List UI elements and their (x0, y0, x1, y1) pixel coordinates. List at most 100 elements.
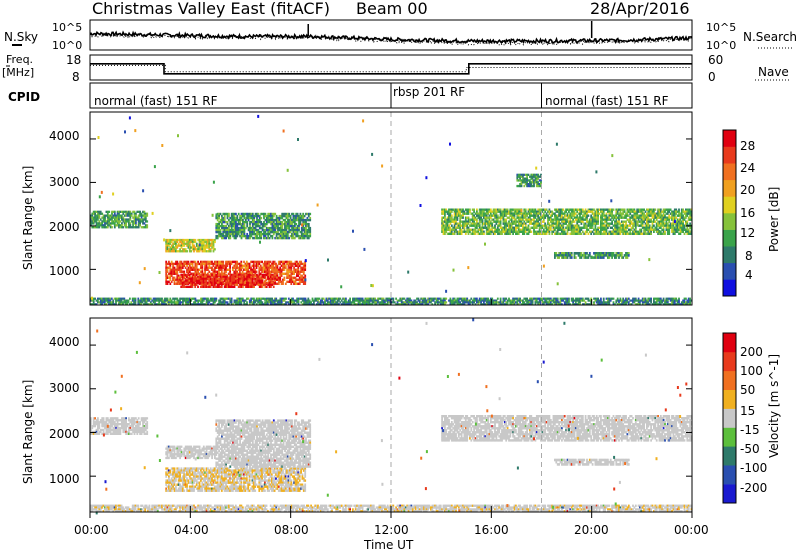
power-cell (135, 212, 137, 215)
power-cell (509, 208, 512, 211)
power-cell (540, 218, 542, 221)
power-cell (282, 278, 284, 281)
power-cell (240, 273, 243, 277)
power-cell (105, 210, 108, 213)
power-cell (208, 262, 211, 266)
power-cell (494, 224, 496, 227)
power-cell (272, 277, 275, 281)
power-cell (274, 212, 277, 216)
power-cell (215, 299, 218, 302)
power-cell (456, 224, 459, 227)
power-cell (455, 214, 457, 217)
power-cell (229, 232, 232, 236)
power-cell (473, 222, 475, 225)
power-cell (218, 224, 220, 228)
power-cell (502, 226, 505, 229)
noise-series-1 (89, 32, 693, 47)
power-cell (165, 260, 168, 264)
power-cell (240, 264, 243, 267)
power-cell (478, 222, 481, 225)
power-cell (242, 212, 244, 216)
power-cell (95, 218, 98, 221)
power-cell (503, 214, 506, 217)
power-cell (236, 232, 239, 236)
power-cell (221, 232, 223, 236)
power-cell (200, 266, 202, 269)
power-cell (137, 210, 140, 213)
power-cell (194, 270, 197, 273)
power-cell (471, 214, 474, 217)
power-cell (296, 272, 298, 275)
power-cell (233, 218, 236, 222)
power-cell (300, 278, 302, 281)
power-cell (228, 285, 230, 288)
power-cell (201, 240, 204, 244)
power-cell (116, 216, 119, 219)
power-cell (499, 214, 502, 217)
power-cell (220, 262, 223, 266)
power-cell (290, 276, 293, 279)
power-cell (271, 275, 274, 279)
power-cell (296, 260, 298, 264)
power-cell (287, 262, 290, 266)
power-cell (487, 224, 489, 227)
power-cell (136, 210, 139, 213)
power-cell (213, 262, 216, 266)
power-cell (257, 228, 260, 232)
power-cell (275, 226, 278, 230)
power-cell (460, 210, 463, 213)
power-cell (284, 232, 286, 236)
power-cell (139, 212, 141, 215)
power-cell (182, 244, 184, 247)
power-cell (538, 218, 541, 221)
power-cell (218, 268, 220, 271)
power-cell (268, 260, 270, 264)
power-cell (132, 210, 134, 213)
power-cell (446, 228, 449, 231)
power-cell (220, 281, 223, 285)
power-cell (256, 234, 258, 238)
power-cell (176, 238, 179, 242)
power-cell (101, 222, 104, 225)
power-cell (293, 214, 296, 218)
power-cell (290, 262, 293, 266)
power-cell (216, 226, 219, 230)
power-cell (474, 212, 477, 215)
power-cell (503, 222, 506, 225)
power-cell (272, 224, 275, 228)
power-cell (531, 208, 534, 211)
power-cell (538, 226, 541, 229)
power-cell (505, 224, 508, 227)
power-cell (228, 230, 230, 234)
power-cell (259, 266, 262, 269)
power-cell (503, 232, 506, 235)
power-cell (232, 216, 234, 220)
power-cell (537, 212, 540, 215)
power-cell (489, 210, 492, 213)
power-cell (268, 264, 270, 267)
power-cell (235, 281, 237, 285)
power-cell (184, 266, 187, 269)
power-cell (173, 268, 176, 271)
power-cell (270, 273, 272, 277)
power-cell (205, 242, 208, 245)
power-cell (455, 228, 457, 231)
power-cell (508, 216, 510, 219)
power-cell (258, 236, 261, 240)
power-cell (516, 208, 519, 211)
power-cell (207, 246, 209, 249)
power-cell (263, 273, 265, 277)
power-cell (121, 210, 123, 213)
power-cell (519, 218, 521, 221)
power-cell (547, 214, 549, 217)
power-cell (487, 232, 489, 235)
power-cell (118, 220, 120, 223)
power-cell (243, 232, 246, 236)
power-cell (126, 218, 129, 221)
power-cell (226, 212, 229, 216)
power-cell (179, 238, 181, 242)
power-cell (195, 273, 198, 277)
power-cell (270, 283, 272, 286)
power-cell (267, 236, 270, 240)
power-cell (445, 208, 448, 211)
